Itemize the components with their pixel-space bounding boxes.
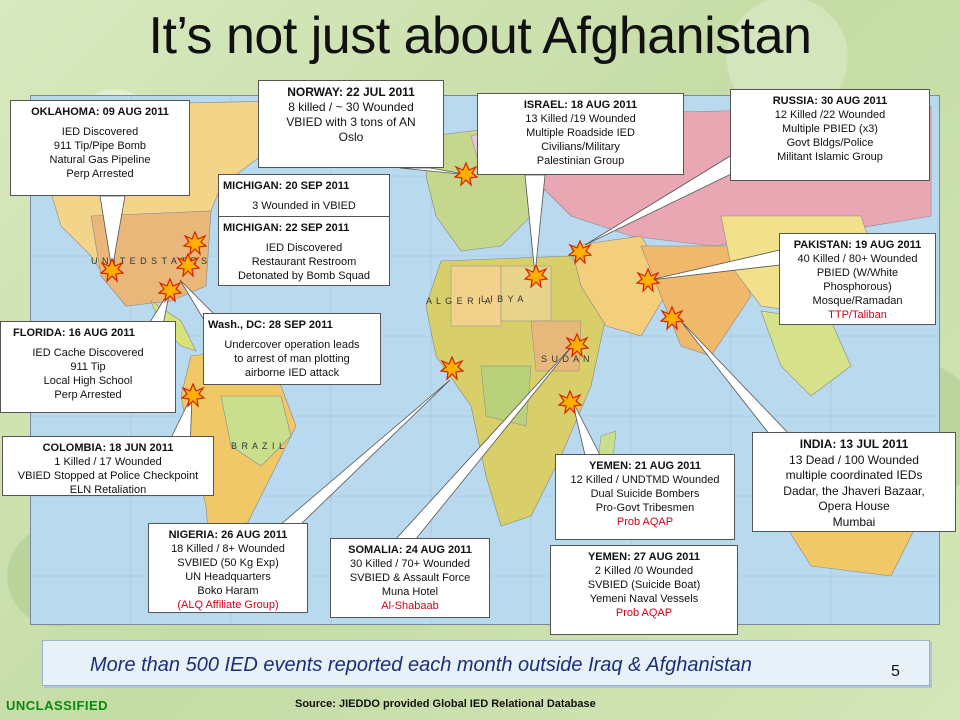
callout-line: UN Headquarters — [185, 571, 271, 583]
map-label-libya: L I B Y A — [481, 294, 525, 304]
callout-line: 13 Dead / 100 Wounded — [789, 452, 919, 467]
callout-line: Perp Arrested — [66, 168, 134, 180]
callout-israel-head: ISRAEL: 18 AUG 2011 — [523, 99, 638, 111]
callout-norway: NORWAY: 22 JUL 2011 8 killed / ~ 30 Woun… — [258, 80, 444, 168]
callout-line: Perp Arrested — [54, 389, 122, 401]
callout-pakistan: PAKISTAN: 19 AUG 2011 40 Killed / 80+ Wo… — [779, 233, 936, 325]
callout-line: Yemeni Naval Vessels — [589, 593, 699, 605]
callout-oklahoma: OKLAHOMA: 09 AUG 2011 IED Discovered 911… — [10, 100, 190, 196]
callout-russia: RUSSIA: 30 AUG 2011 12 Killed /22 Wounde… — [730, 89, 930, 181]
callout-line: Civilians/Military — [541, 141, 620, 153]
callout-yemen-1: YEMEN: 21 AUG 2011 12 Killed / UNDTMD Wo… — [555, 454, 735, 540]
callout-yemen-2: YEMEN: 27 AUG 2011 2 Killed /0 Wounded S… — [550, 545, 738, 635]
callout-line: IED Discovered — [265, 242, 343, 254]
source-note: Source: JIEDDO provided Global IED Relat… — [295, 698, 596, 710]
callout-line: airborne IED attack — [244, 367, 340, 379]
callout-line: Oslo — [338, 130, 364, 144]
callout-line: Undercover operation leads — [224, 339, 360, 351]
callout-florida-head: FLORIDA: 16 AUG 2011 — [13, 327, 135, 339]
callout-yemen-1-head: YEMEN: 21 AUG 2011 — [588, 460, 702, 472]
callout-line: Muna Hotel — [381, 586, 439, 598]
callout-line: Local High School — [43, 375, 133, 387]
callout-attribution: (ALQ Affiliate Group) — [177, 599, 279, 611]
callout-line: 18 Killed / 8+ Wounded — [171, 543, 285, 555]
callout-line: IED Discovered — [61, 126, 139, 138]
callout-oklahoma-head: OKLAHOMA: 09 AUG 2011 — [31, 106, 169, 118]
callout-line: Detonated by Bomb Squad — [237, 270, 371, 282]
callout-israel: ISRAEL: 18 AUG 2011 13 Killed /19 Wounde… — [477, 93, 684, 175]
map-label-algeria: A L G E R I A — [426, 296, 492, 306]
footer-banner — [42, 640, 930, 686]
callout-attribution: Prob AQAP — [616, 516, 674, 528]
callout-line: 2 Killed /0 Wounded — [594, 565, 694, 577]
callout-line: 40 Killed / 80+ Wounded — [797, 253, 918, 265]
map-label-brazil: B R A Z I L — [231, 441, 286, 451]
callout-line: 30 Killed / 70+ Wounded — [350, 558, 470, 570]
callout-line: multiple coordinated IEDs — [785, 468, 923, 482]
callout-line: 8 killed / ~ 30 Wounded — [288, 100, 414, 114]
callout-india-head: INDIA: 13 JUL 2011 — [799, 437, 909, 451]
callout-line: Mumbai — [832, 514, 876, 529]
callout-line: 3 Wounded in VBIED — [252, 200, 356, 212]
callout-line: to arrest of man plotting — [234, 353, 350, 365]
callout-line: Palestinian Group — [536, 155, 625, 167]
map-label-united-states: U N I T E D S T A T E S — [91, 256, 209, 266]
callout-line: 911 Tip/Pipe Bomb — [53, 140, 147, 152]
callout-line: Pro-Govt Tribesmen — [595, 502, 695, 514]
footer-statement: More than 500 IED events reported each m… — [90, 654, 752, 676]
callout-line: 12 Killed /22 Wounded — [774, 109, 886, 121]
callout-pakistan-head: PAKISTAN: 19 AUG 2011 — [793, 239, 922, 251]
callout-somalia-head: SOMALIA: 24 AUG 2011 — [348, 544, 472, 556]
callout-line: Opera House — [818, 499, 890, 513]
page-number: 5 — [891, 663, 900, 680]
callout-line: PBIED (W/White — [816, 267, 899, 279]
callout-colombia: COLOMBIA: 18 JUN 2011 1 Killed / 17 Woun… — [2, 436, 214, 496]
callout-line: Phosphorous) — [823, 281, 892, 293]
callout-michigan-2: MICHIGAN: 22 SEP 2011 IED Discovered Res… — [218, 216, 390, 286]
callout-nigeria: NIGERIA: 26 AUG 2011 18 Killed / 8+ Woun… — [148, 523, 308, 613]
callout-line: VBIED Stopped at Police Checkpoint — [17, 470, 199, 482]
callout-colombia-head: COLOMBIA: 18 JUN 2011 — [42, 442, 174, 454]
callout-washdc: Wash., DC: 28 SEP 2011 Undercover operat… — [203, 313, 381, 385]
callout-attribution: TTP/Taliban — [828, 309, 887, 321]
callout-line: Boko Haram — [197, 585, 259, 597]
callout-norway-head: NORWAY: 22 JUL 2011 — [287, 85, 415, 99]
callout-line: SVBIED (Suicide Boat) — [587, 579, 701, 591]
callout-line: Militant Islamic Group — [777, 151, 883, 163]
callout-somalia: SOMALIA: 24 AUG 2011 30 Killed / 70+ Wou… — [330, 538, 490, 618]
callout-line: Restaurant Restroom — [251, 256, 357, 268]
callout-line: ELN Retaliation — [69, 484, 147, 496]
callout-michigan-1: MICHIGAN: 20 SEP 2011 3 Wounded in VBIED — [218, 174, 390, 218]
callout-attribution: Al-Shabaab — [381, 600, 439, 612]
callout-line: 911 Tip — [70, 361, 106, 373]
map-label-sudan: S U D A N — [541, 354, 591, 364]
callout-russia-head: RUSSIA: 30 AUG 2011 — [772, 95, 888, 107]
callout-attribution: Prob AQAP — [615, 607, 673, 619]
callout-line: SVBIED (50 Kg Exp) — [177, 557, 279, 569]
callout-washdc-head: Wash., DC: 28 SEP 2011 — [208, 319, 333, 331]
callout-line: VBIED with 3 tons of AN — [286, 115, 416, 129]
callout-line: Dadar, the Jhaveri Bazaar, — [783, 483, 925, 498]
callout-michigan-2-head: MICHIGAN: 22 SEP 2011 — [223, 222, 350, 234]
callout-line: Dual Suicide Bombers — [590, 488, 700, 500]
callout-nigeria-head: NIGERIA: 26 AUG 2011 — [168, 529, 288, 541]
callout-line: 12 Killed / UNDTMD Wounded — [570, 474, 720, 486]
callout-line: SVBIED & Assault Force — [349, 572, 471, 584]
callout-michigan-1-head: MICHIGAN: 20 SEP 2011 — [223, 180, 350, 192]
callout-florida: FLORIDA: 16 AUG 2011 IED Cache Discovere… — [0, 321, 176, 413]
callout-line: Multiple Roadside IED — [526, 127, 635, 139]
callout-line: Multiple PBIED (x3) — [782, 123, 878, 135]
callout-india: INDIA: 13 JUL 2011 13 Dead / 100 Wounded… — [752, 432, 956, 532]
callout-line: 1 Killed / 17 Wounded — [54, 456, 162, 468]
callout-line: 13 Killed /19 Wounded — [525, 113, 636, 125]
slide-title: It’s not just about Afghanistan — [148, 7, 812, 65]
classification-label: UNCLASSIFIED — [6, 698, 109, 713]
callout-line: Govt Bldgs/Police — [786, 137, 874, 149]
callout-yemen-2-head: YEMEN: 27 AUG 2011 — [587, 551, 701, 563]
callout-line: Mosque/Ramadan — [812, 295, 903, 307]
callout-line: IED Cache Discovered — [32, 347, 144, 359]
callout-line: Natural Gas Pipeline — [49, 154, 151, 166]
